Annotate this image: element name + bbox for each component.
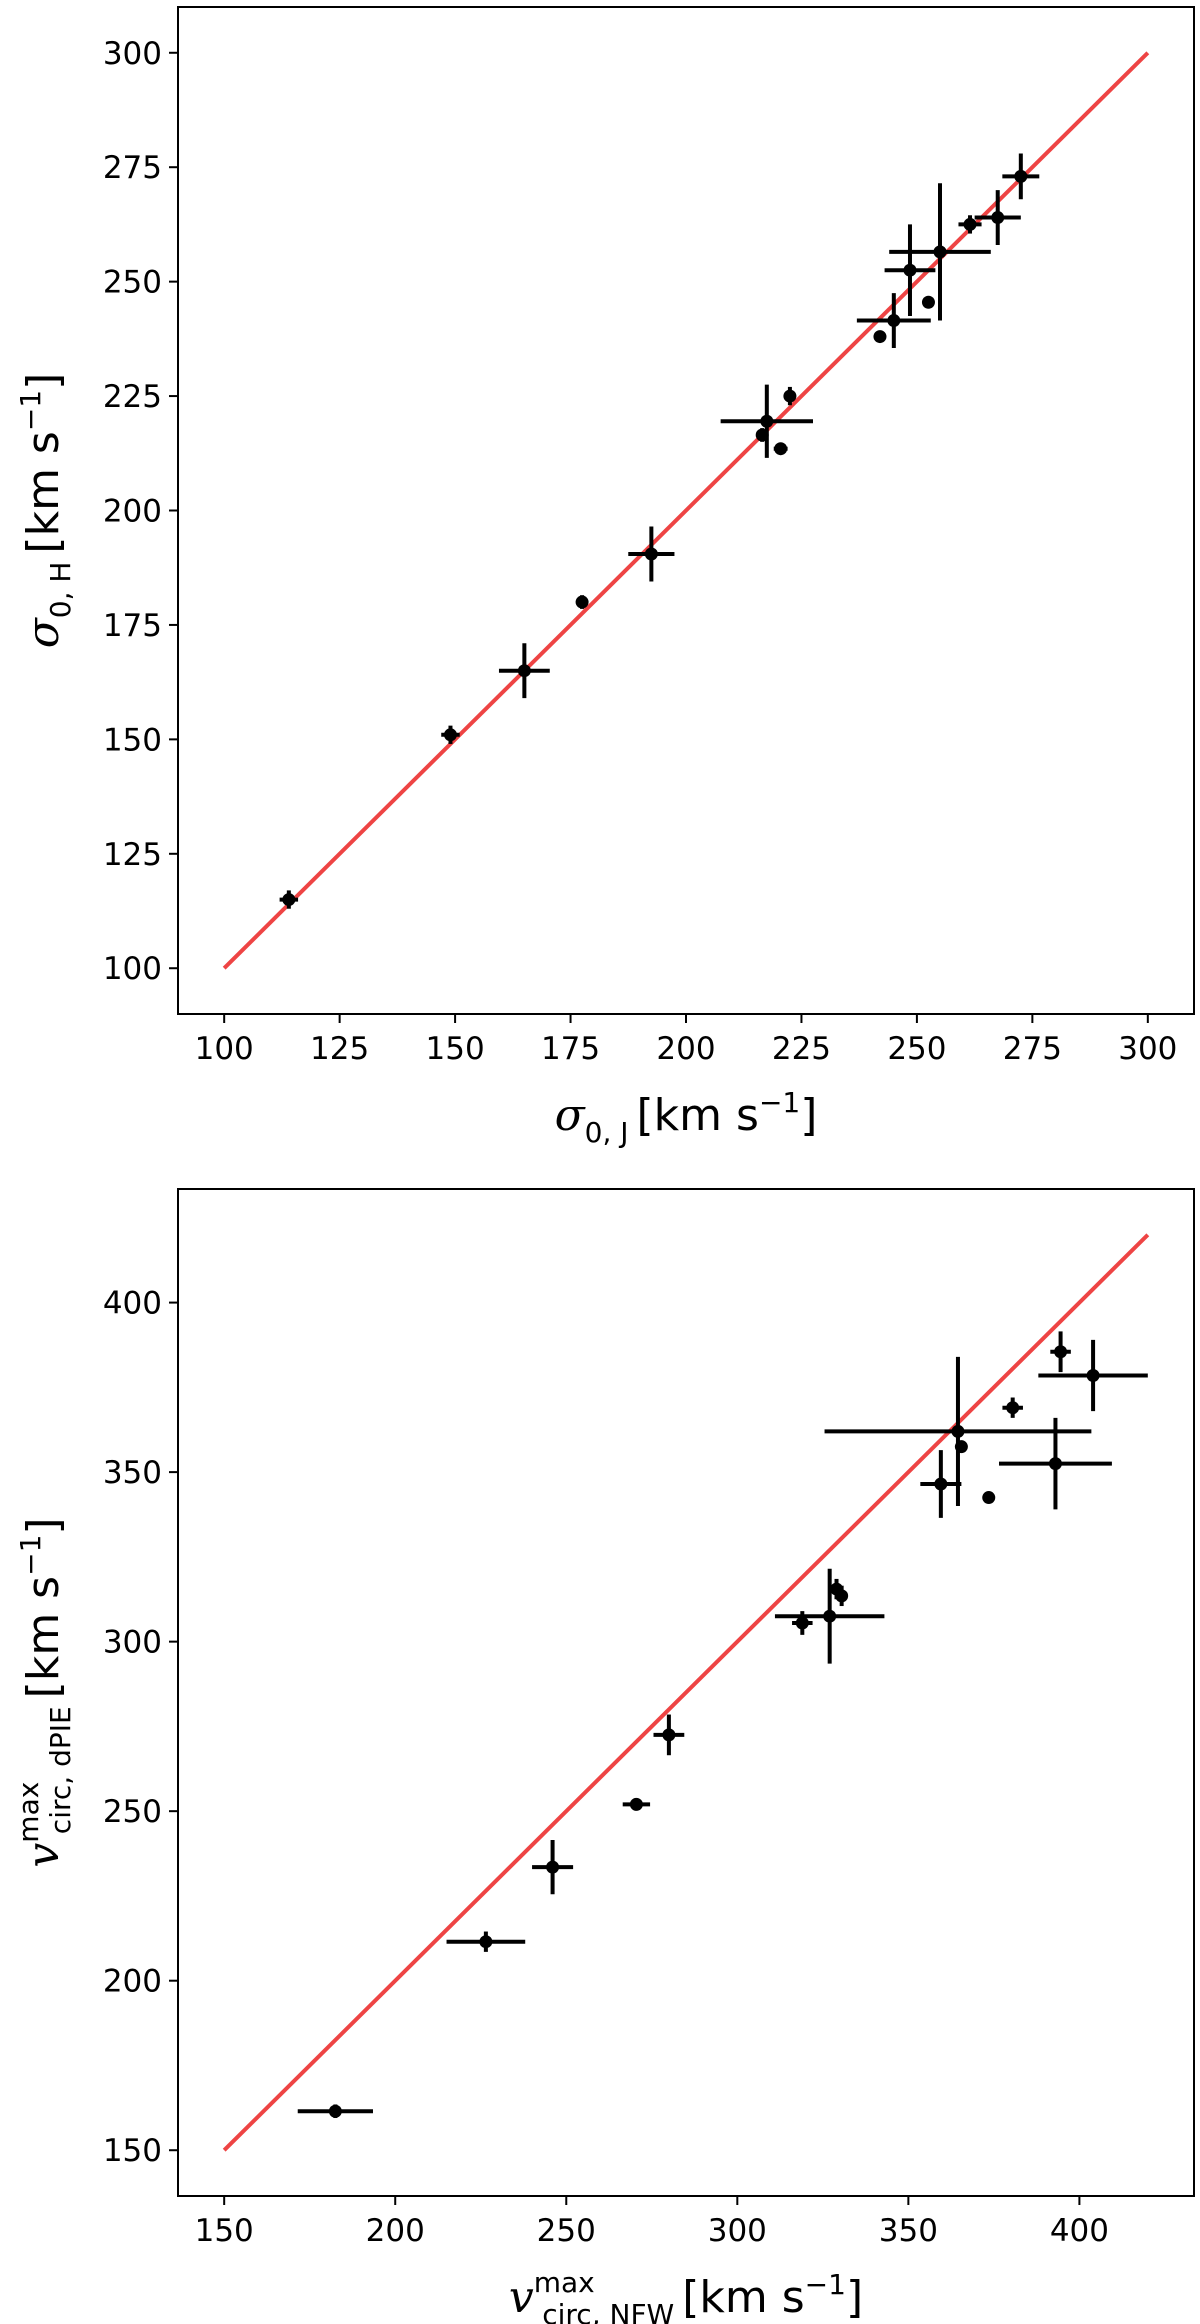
data-point <box>629 1797 643 1811</box>
x-tick-label: 200 <box>366 2213 425 2249</box>
one-to-one-line <box>222 1233 1150 2152</box>
data-point <box>443 728 457 742</box>
x-tick-label: 300 <box>1118 1031 1177 1067</box>
y-axis-label: σ0, H[km s−1] <box>14 373 77 649</box>
data-point <box>903 263 917 277</box>
data-point <box>954 1440 968 1454</box>
data-point <box>575 595 589 609</box>
data-point <box>823 1609 837 1623</box>
panel-sigma-comparison: 100 125 150 175 200 225 250 275 300 100 125 150 175 2… <box>14 6 1195 1149</box>
data-point <box>963 217 977 231</box>
x-tick-label: 100 <box>195 1031 254 1067</box>
y-tick-label: 200 <box>103 1964 162 2000</box>
data-point <box>1014 169 1028 183</box>
y-tick-label: 250 <box>103 1794 162 1830</box>
data-point <box>1054 1345 1068 1359</box>
one-to-one-line <box>222 51 1150 970</box>
y-tick-label: 300 <box>103 36 162 72</box>
x-axis-label: vmax circ, NFW [km s−1] <box>509 2266 863 2324</box>
data-point <box>1048 1457 1062 1471</box>
data-point <box>921 295 935 309</box>
data-point <box>1006 1401 1020 1415</box>
data-point <box>795 1616 809 1630</box>
x-tick-label: 175 <box>541 1031 600 1067</box>
y-tick-label: 350 <box>103 1455 162 1491</box>
x-tick-label: 150 <box>195 2213 254 2249</box>
y-tick-label: 125 <box>103 837 162 873</box>
data-point <box>783 389 797 403</box>
data-point <box>835 1589 849 1603</box>
y-tick-label: 300 <box>103 1625 162 1661</box>
x-tick-label: 400 <box>1050 2213 1109 2249</box>
data-point <box>991 211 1005 225</box>
data-point <box>774 442 788 456</box>
x-tick-label: 250 <box>887 1031 946 1067</box>
y-tick-label: 150 <box>103 2133 162 2169</box>
y-tick-label: 225 <box>103 379 162 415</box>
x-tick-label: 150 <box>426 1031 485 1067</box>
data-point <box>951 1424 965 1438</box>
y-tick-label: 100 <box>103 951 162 987</box>
data-point <box>662 1728 676 1742</box>
plot-frame <box>177 1188 1195 2197</box>
data-point <box>873 330 887 344</box>
y-tick-label: 275 <box>103 150 162 186</box>
y-tick-label: 250 <box>103 265 162 301</box>
x-tick-label: 350 <box>879 2213 938 2249</box>
x-tick-label: 225 <box>772 1031 831 1067</box>
data-point <box>479 1935 493 1949</box>
x-tick-label: 200 <box>656 1031 715 1067</box>
x-tick-label: 300 <box>708 2213 767 2249</box>
data-point <box>934 1477 948 1491</box>
y-axis-label: vmaxcirc, dPIE[km s−1] <box>12 1517 77 1867</box>
data-point <box>933 245 947 259</box>
x-tick-label: 275 <box>1003 1031 1062 1067</box>
y-tick-label: 175 <box>103 608 162 644</box>
x-tick-label: 125 <box>310 1031 369 1067</box>
panel-vcirc-comparison: 150 200 250 300 350 400 150 200 250 300 350 400 vmax… <box>12 1188 1195 2324</box>
y-tick-label: 400 <box>103 1286 162 1322</box>
data-point <box>328 2104 342 2118</box>
data-point <box>760 414 774 428</box>
data-point <box>887 314 901 328</box>
x-tick-label: 250 <box>537 2213 596 2249</box>
data-point <box>1086 1368 1100 1382</box>
y-tick-label: 150 <box>103 722 162 758</box>
data-point <box>517 664 531 678</box>
x-axis-label: σ0, J [km s−1] <box>555 1086 818 1149</box>
data-point <box>644 547 658 561</box>
data-point <box>546 1860 560 1874</box>
y-tick-label: 200 <box>103 494 162 530</box>
data-point <box>282 893 296 907</box>
data-point <box>982 1491 996 1505</box>
